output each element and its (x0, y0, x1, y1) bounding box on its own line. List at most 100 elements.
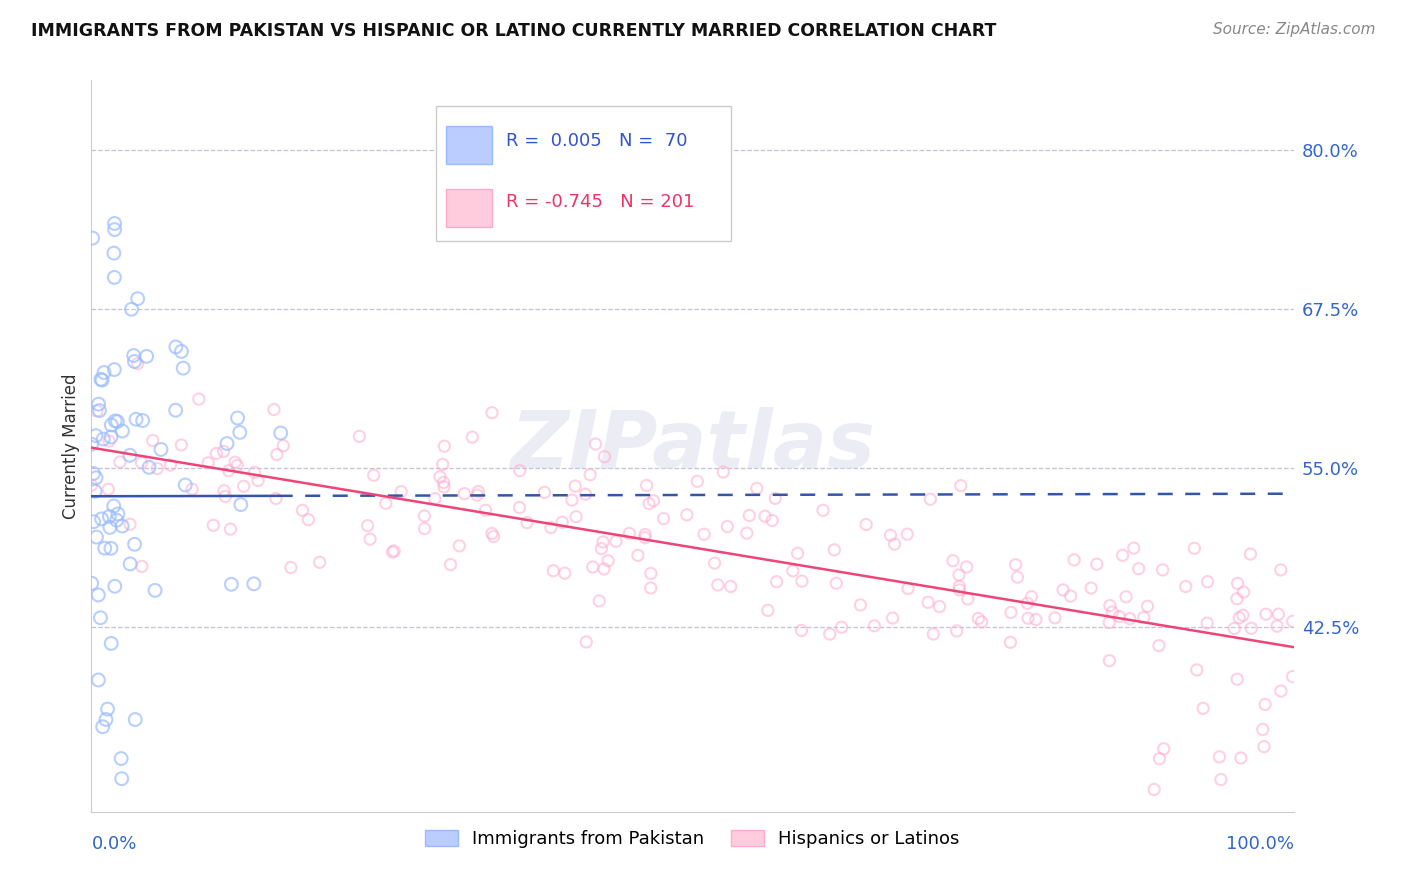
Point (564, 479, 586, 493)
Point (104, 579, 127, 593)
Point (224, 455, 246, 469)
FancyBboxPatch shape (446, 127, 492, 164)
Point (1254, 698, 1277, 712)
Point (221, 577, 243, 591)
Point (575, 635, 598, 649)
Point (627, 549, 650, 563)
Point (855, 517, 877, 532)
Point (1267, 607, 1289, 622)
Point (1063, 553, 1085, 567)
Point (831, 620, 853, 634)
Point (1152, 563, 1174, 577)
Point (433, 480, 456, 494)
Point (1017, 596, 1039, 610)
Point (922, 627, 945, 641)
Point (107, 507, 129, 521)
Point (111, 772, 134, 786)
Point (429, 470, 451, 484)
Point (896, 527, 918, 541)
Point (640, 581, 662, 595)
Point (103, 246, 125, 260)
Point (811, 503, 834, 517)
Point (93, 366, 115, 380)
Point (174, 478, 197, 492)
Point (96, 702, 118, 716)
Point (948, 582, 970, 597)
Point (247, 474, 270, 488)
Point (80, 478, 103, 492)
Point (131, 413, 153, 427)
Point (423, 491, 446, 506)
Point (1122, 541, 1144, 555)
Point (226, 411, 249, 425)
Point (1253, 739, 1275, 754)
Point (1208, 749, 1230, 764)
Point (271, 439, 294, 453)
Point (481, 406, 503, 420)
FancyBboxPatch shape (446, 188, 492, 227)
Point (707, 578, 730, 592)
Point (1136, 599, 1159, 614)
Point (94, 713, 117, 727)
Point (735, 526, 758, 541)
Point (356, 518, 378, 533)
Point (756, 603, 779, 617)
Point (897, 582, 920, 596)
Point (413, 522, 436, 536)
Text: Source: ZipAtlas.com: Source: ZipAtlas.com (1212, 22, 1375, 37)
Point (942, 554, 965, 568)
Point (105, 513, 128, 527)
Point (882, 611, 904, 625)
Point (87, 588, 110, 602)
Point (83, 515, 105, 529)
Point (945, 624, 967, 638)
Point (883, 537, 905, 551)
Point (100, 636, 122, 650)
Point (110, 751, 132, 765)
Point (1197, 616, 1219, 631)
Point (956, 560, 979, 574)
Point (1004, 558, 1026, 572)
Point (1101, 605, 1123, 619)
Point (956, 592, 979, 607)
Point (574, 487, 596, 501)
Point (1281, 669, 1303, 683)
Point (579, 467, 602, 482)
Point (540, 520, 562, 534)
Legend: Immigrants from Pakistan, Hispanics or Latinos: Immigrants from Pakistan, Hispanics or L… (418, 822, 967, 855)
Point (1174, 579, 1197, 593)
Point (103, 362, 125, 376)
Point (467, 484, 489, 499)
Point (382, 544, 405, 558)
Point (676, 508, 699, 522)
Point (1080, 581, 1102, 595)
Point (218, 464, 240, 478)
Point (703, 556, 725, 570)
Point (243, 577, 266, 591)
Point (120, 517, 142, 532)
Point (120, 557, 142, 571)
Point (738, 508, 761, 523)
Point (591, 541, 613, 556)
Point (1209, 772, 1232, 787)
Point (159, 458, 181, 472)
Point (967, 611, 990, 625)
Point (551, 516, 574, 530)
Point (1052, 582, 1074, 597)
Point (89, 611, 111, 625)
Point (543, 564, 565, 578)
Point (1059, 589, 1081, 603)
Point (920, 492, 942, 507)
Text: ZIPatlas: ZIPatlas (510, 407, 875, 485)
Point (761, 513, 783, 527)
Point (107, 415, 129, 429)
Point (98, 520, 121, 534)
Point (280, 560, 302, 574)
Point (103, 270, 125, 285)
Point (1085, 557, 1108, 571)
Point (197, 456, 219, 470)
Text: 100.0%: 100.0% (1226, 835, 1294, 853)
Point (1043, 611, 1066, 625)
Point (202, 518, 225, 533)
Point (1251, 723, 1274, 737)
